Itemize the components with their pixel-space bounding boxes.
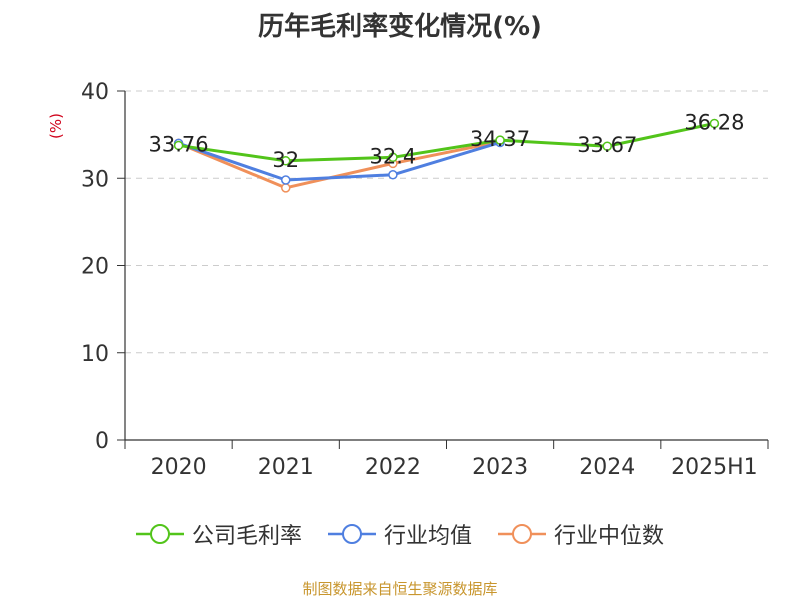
legend-symbol	[327, 524, 376, 544]
data-point	[281, 175, 291, 185]
chart-title: 历年毛利率变化情况(%)	[258, 12, 542, 42]
x-tick-label: 2024	[579, 455, 635, 480]
legend-symbol	[135, 524, 184, 544]
source-note: 制图数据来自恒生聚源数据库	[302, 580, 498, 598]
x-tick-label: 2023	[472, 455, 528, 480]
data-point	[709, 118, 720, 129]
data-point	[602, 141, 612, 151]
x-tick-label: 2022	[365, 455, 421, 480]
legend-item-1[interactable]: 公司毛利率	[135, 518, 302, 550]
data-point	[173, 140, 184, 151]
data-label: 32	[272, 148, 299, 172]
y-tick-label: 0	[95, 429, 109, 454]
legend-item-3[interactable]: 行业中位数	[498, 518, 664, 550]
line-chart: 0 10 20 30 40 2020 2021 2022 2023 2024 2025H1 33.76…	[81, 80, 769, 480]
y-tick-label: 30	[81, 167, 109, 192]
data-point	[281, 183, 291, 193]
legend: 公司毛利率 行业均值 行业中位数	[0, 518, 800, 550]
x-tick-label: 2020	[151, 455, 207, 480]
legend-label: 行业中位数	[554, 524, 665, 549]
x-tick-label: 2021	[258, 455, 314, 480]
data-point	[388, 170, 398, 180]
legend-symbol	[498, 524, 546, 544]
data-label: 33.67	[577, 133, 637, 157]
data-label: 32.4	[370, 144, 417, 168]
data-label: 34.37	[470, 127, 530, 151]
x-tick-label: 2025H1	[671, 455, 758, 480]
y-tick-label: 40	[81, 80, 109, 105]
legend-item-2[interactable]: 行业均值	[327, 518, 472, 550]
data-label: 36.28	[684, 110, 744, 134]
data-label: 33.76	[149, 132, 209, 156]
legend-label: 公司毛利率	[191, 524, 302, 549]
data-point	[495, 135, 505, 145]
series-line-2	[178, 141, 501, 182]
y-tick-label: 10	[81, 342, 109, 367]
y-tick-label: 20	[81, 255, 109, 280]
legend-label: 行业均值	[383, 524, 472, 549]
data-point	[388, 152, 398, 163]
data-point	[281, 156, 291, 166]
series-line-3	[178, 140, 501, 190]
series-line-1	[178, 121, 715, 163]
